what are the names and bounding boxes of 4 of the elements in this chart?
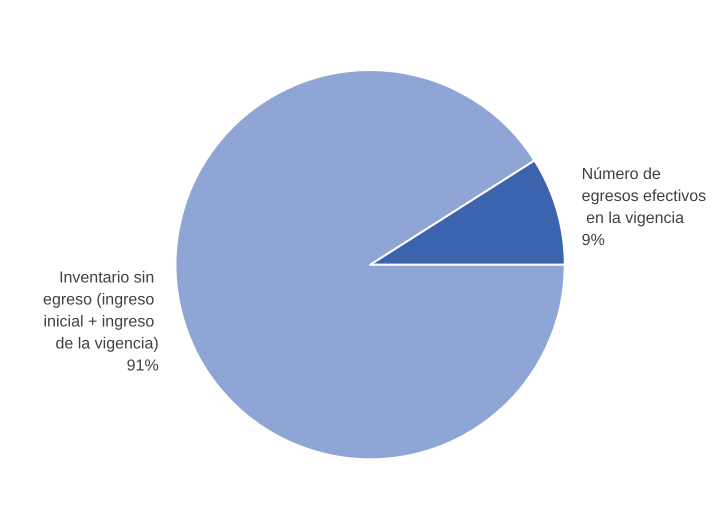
data-label: 9% xyxy=(582,232,605,250)
slice-label: Número de egresos efectivos en la vigencia xyxy=(582,166,706,228)
slice-label: Inventario sin egreso (ingreso inicial + ingreso de la vigencia) xyxy=(43,269,159,352)
data-label: 91% xyxy=(126,357,159,374)
